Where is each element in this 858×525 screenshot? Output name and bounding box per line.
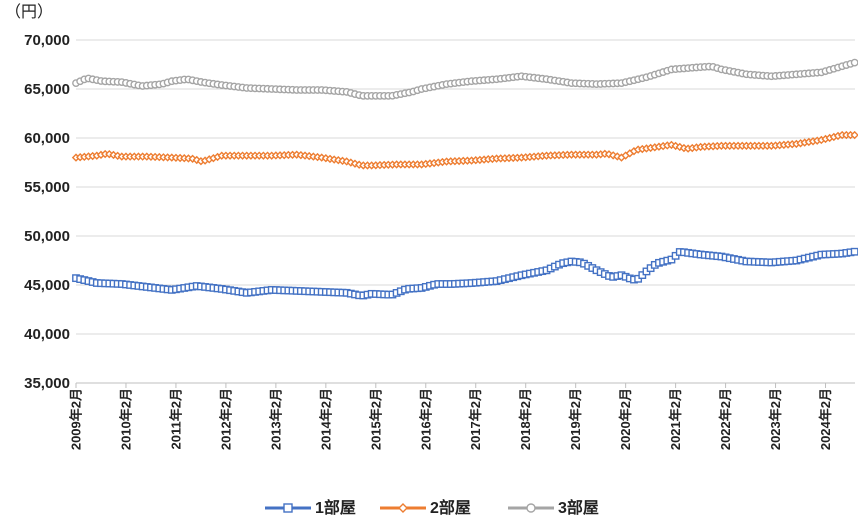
legend: 1部屋 2部屋 3部屋: [265, 498, 599, 517]
x-tick-label: 2020年2月: [618, 388, 633, 450]
x-tick-label: 2021年2月: [668, 388, 683, 450]
x-tick-label: 2011年2月: [168, 388, 183, 449]
legend-label: 3部屋: [558, 498, 599, 517]
x-tick-label: 2009年2月: [69, 388, 84, 450]
x-tick-label: 2022年2月: [718, 388, 733, 450]
y-tick-label: 60,000: [24, 130, 70, 147]
x-tick-label: 2017年2月: [468, 388, 483, 450]
y-tick-label: 45,000: [24, 277, 70, 294]
legend-label: 2部屋: [430, 498, 471, 517]
series-lines: [71, 58, 858, 300]
series-2: [71, 130, 858, 170]
data-point: [188, 154, 197, 163]
y-tick-label: 70,000: [24, 32, 70, 49]
x-tick-label: 2015年2月: [368, 388, 383, 450]
legend-marker: [398, 503, 408, 513]
legend-marker: [283, 503, 293, 513]
x-tick-label: 2016年2月: [418, 388, 433, 450]
x-tick-label: 2014年2月: [318, 388, 333, 450]
x-tick-label: 2018年2月: [518, 388, 533, 450]
y-tick-label: 65,000: [24, 81, 70, 98]
series-3: [72, 58, 858, 100]
y-axis-ticks: 35,000 40,000 45,000 50,000 55,000 60,000 65,0…: [24, 32, 70, 392]
x-tick-label: 2012年2月: [218, 388, 233, 450]
x-tick-label: 2019年2月: [568, 388, 583, 450]
y-tick-label: 50,000: [24, 228, 70, 245]
x-tick-label: 2023年2月: [768, 388, 783, 450]
y-tick-label: 35,000: [24, 375, 70, 392]
x-axis: 2009年2月 2010年2月 2011年2月 2012年2月 2013年2月 2014年…: [69, 383, 833, 450]
x-tick-label: 2013年2月: [268, 388, 283, 450]
data-point: [850, 58, 858, 67]
series-1: [72, 247, 858, 300]
x-tick-label: 2024年2月: [818, 388, 833, 450]
grid-lines: [76, 39, 855, 384]
legend-label: 1部屋: [315, 498, 356, 517]
x-tick-label: 2010年2月: [118, 388, 133, 450]
unit-label: （円）: [5, 3, 53, 21]
y-tick-label: 55,000: [24, 179, 70, 196]
y-tick-label: 40,000: [24, 326, 70, 343]
data-point: [850, 130, 858, 140]
legend-marker: [526, 503, 536, 513]
data-point: [850, 247, 858, 256]
